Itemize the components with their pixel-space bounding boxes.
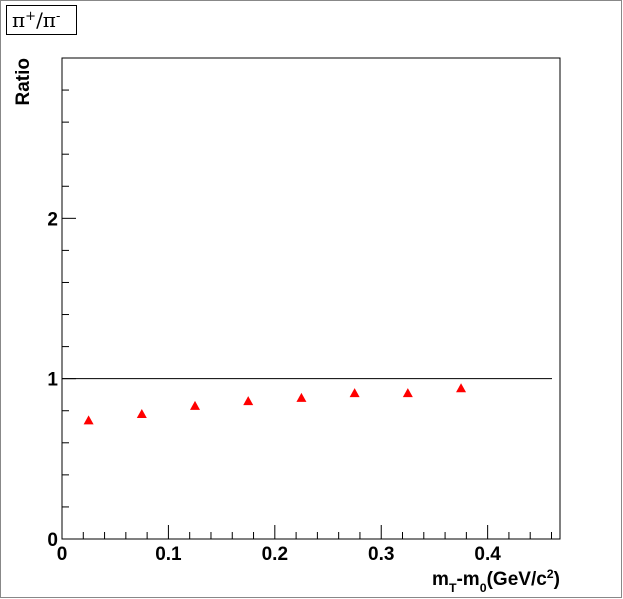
x-tick-label: 0.3 — [368, 544, 394, 565]
text-part: T — [449, 581, 457, 595]
point — [136, 408, 147, 418]
point — [190, 400, 201, 410]
title-box — [6, 5, 77, 35]
text-part: -m — [456, 569, 479, 590]
y-tick-label: 2 — [47, 209, 58, 230]
x-axis-label: mT-m0(GeV/c2) — [432, 567, 560, 595]
x-tick-label: 0.2 — [262, 544, 288, 565]
y-tick-label: 0 — [47, 530, 58, 551]
point — [83, 415, 94, 425]
y-tick-label: 1 — [47, 370, 58, 391]
text-part: 2 — [547, 567, 554, 581]
text-part: m — [432, 569, 449, 590]
point — [296, 392, 307, 402]
text-part: 0 — [480, 581, 487, 595]
text-part: π — [12, 8, 25, 32]
point — [349, 388, 360, 398]
plot-frame — [61, 57, 561, 540]
x-tick-label: 0.1 — [155, 544, 182, 565]
text-part: ) — [554, 569, 560, 590]
y-axis-label: Ratio — [13, 58, 34, 106]
chart-title: π+/π- — [12, 8, 60, 32]
text-part: (GeV/c — [487, 569, 548, 590]
x-tick-label: 0 — [57, 544, 68, 565]
point — [402, 388, 413, 398]
point — [243, 396, 254, 406]
point — [456, 383, 467, 393]
x-tick-label: 0.4 — [474, 544, 501, 565]
text-part: - — [56, 9, 60, 24]
text-part: /π — [36, 8, 56, 32]
text-part: + — [25, 9, 36, 24]
